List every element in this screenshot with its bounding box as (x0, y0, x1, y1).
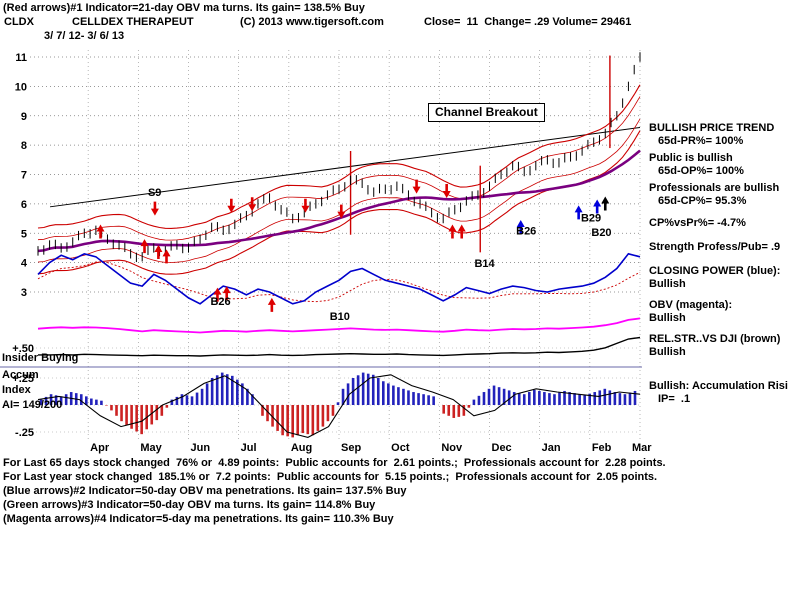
chart-annotations: S9 B26 B10 B14 B26 B29 B20 (148, 187, 612, 323)
date-range: 3/ 7/ 12- 3/ 6/ 13 (44, 30, 125, 42)
svg-text:4: 4 (21, 258, 28, 270)
ticker-symbol: CLDX (4, 16, 34, 28)
svg-text:3: 3 (21, 287, 27, 299)
obv-heading: OBV (magenta): (649, 299, 733, 311)
signal-arrows (96, 179, 610, 312)
svg-text:10: 10 (15, 81, 27, 93)
svg-text:9: 9 (21, 111, 27, 123)
svg-text:Dec: Dec (492, 442, 512, 454)
ai-value-label: AI= 149/200 (2, 399, 63, 411)
closing-power-heading: CLOSING POWER (blue): (649, 265, 781, 277)
svg-text:7: 7 (21, 170, 27, 182)
svg-text:Mar: Mar (632, 442, 652, 454)
svg-text:+.50: +.50 (12, 343, 34, 355)
svg-text:Nov: Nov (441, 442, 463, 454)
svg-text:Jan: Jan (542, 442, 561, 454)
change-1y-summary: For Last year stock changed 185.1% or 7.… (3, 471, 658, 483)
accumulation-histogram (37, 372, 641, 438)
indicator3-legend: (Green arrows)#3 Indicator=50-day OBV ma… (3, 499, 376, 511)
svg-text:5: 5 (21, 228, 27, 240)
svg-text:S9: S9 (148, 187, 161, 199)
channel-breakout-label: Channel Breakout (428, 103, 545, 122)
strength-ratio: Strength Profess/Pub= .9 (649, 241, 781, 253)
svg-text:Sep: Sep (341, 442, 361, 454)
indicator1-legend: (Red arrows)#1 Indicator=21-day OBV ma t… (3, 2, 365, 14)
svg-text:B20: B20 (591, 227, 611, 239)
svg-text:11: 11 (15, 52, 27, 64)
footer-legend-block: For Last 65 days stock changed 76% or 4.… (3, 456, 666, 526)
rel-str-heading: REL.STR..VS DJI (brown) (649, 333, 781, 345)
svg-text:Apr: Apr (90, 442, 110, 454)
svg-text:6: 6 (21, 199, 27, 211)
obv-status: Bullish (649, 312, 686, 324)
change-65d-summary: For Last 65 days stock changed 76% or 4.… (3, 457, 666, 469)
closing-power-status: Bullish (649, 278, 686, 290)
svg-text:B14: B14 (474, 258, 495, 270)
svg-text:Jul: Jul (241, 442, 257, 454)
professionals-status: Professionals are bullish (649, 182, 780, 194)
svg-text:+.25: +.25 (12, 373, 34, 385)
svg-text:B26: B26 (210, 296, 230, 308)
svg-text:Feb: Feb (592, 442, 612, 454)
right-analysis-panel: BULLISH PRICE TREND 65d-PR%= 100% Public… (649, 122, 799, 406)
axis-labels: Apr May Jun Jul Aug Sep Oct Nov Dec Jan Feb Mar 11 10… (12, 52, 652, 454)
rel-str-status: Bullish (649, 346, 686, 358)
op-percent: 65d-OP%= 100% (658, 165, 744, 177)
svg-text:B26: B26 (516, 226, 536, 238)
indicator2-legend: (Blue arrows)#2 Indicator=50-day OBV ma … (3, 485, 407, 497)
accum-label: Accum (2, 369, 39, 381)
price-bars (37, 52, 641, 263)
svg-text:Aug: Aug (291, 442, 312, 454)
svg-text:8: 8 (21, 140, 27, 152)
copyright-text: (C) 2013 www.tigersoft.com (240, 16, 384, 28)
insider-buying-label: Insider Buying (2, 352, 79, 364)
gridlines (0, 50, 642, 440)
cp-vs-pr-value: CP%vsPr%= -4.7% (649, 217, 746, 229)
svg-text:Oct: Oct (391, 442, 410, 454)
public-status: Public is bullish (649, 152, 733, 164)
svg-text:-.25: -.25 (15, 427, 34, 439)
accumulation-status: Bullish: Accumulation Risi (649, 380, 788, 392)
svg-text:May: May (140, 442, 162, 454)
svg-text:Jun: Jun (191, 442, 211, 454)
pr-percent: 65d-PR%= 100% (658, 135, 744, 147)
index-label: Index (2, 384, 31, 396)
company-name: CELLDEX THERAPEUT (72, 16, 194, 28)
quote-summary: Close= 11 Change= .29 Volume= 29461 (424, 16, 632, 28)
indicator4-legend: (Magenta arrows)#4 Indicator=5-day ma pe… (3, 513, 394, 525)
cp-percent: 65d-CP%= 95.3% (658, 195, 747, 207)
svg-text:B29: B29 (581, 213, 601, 225)
price-trend-status: BULLISH PRICE TREND (649, 122, 775, 134)
svg-text:B10: B10 (330, 311, 350, 323)
ip-value: IP= .1 (658, 393, 691, 405)
